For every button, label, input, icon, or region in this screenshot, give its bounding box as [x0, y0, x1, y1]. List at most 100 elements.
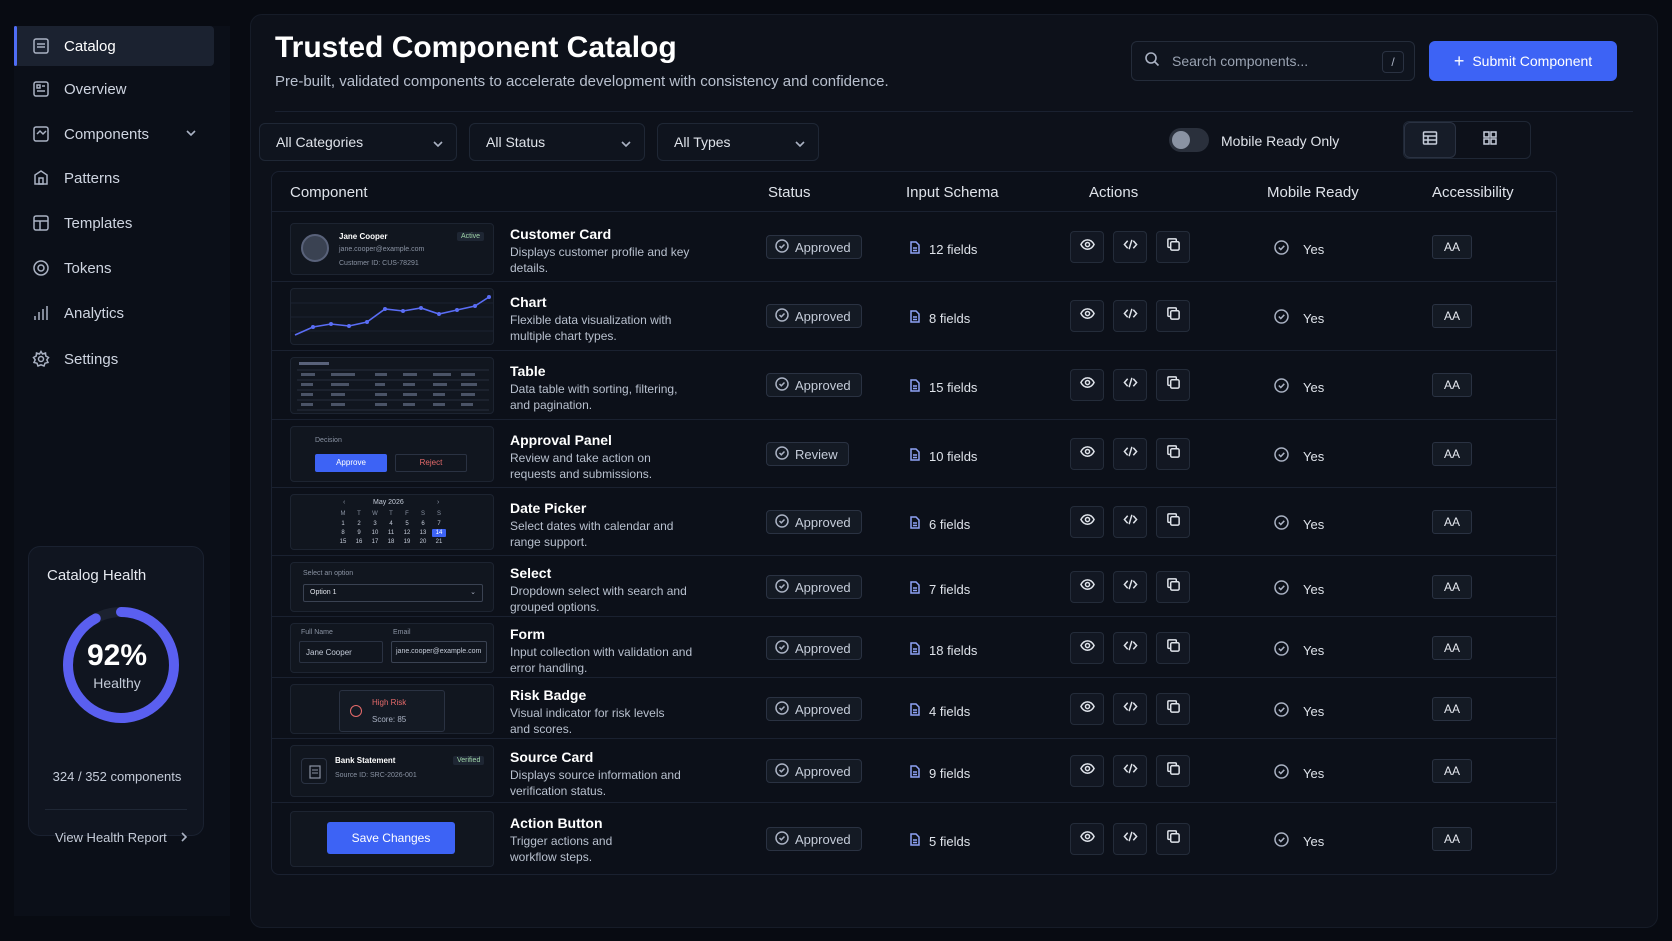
sidebar-item-templates[interactable]: Templates — [14, 203, 214, 243]
calendar-day[interactable]: 4 — [389, 521, 393, 527]
copy-button[interactable] — [1156, 300, 1190, 332]
sidebar-item-catalog[interactable]: Catalog — [14, 26, 214, 66]
calendar-day[interactable]: 7 — [437, 521, 441, 527]
category-select[interactable]: All Categories — [259, 123, 457, 161]
input-schema[interactable]: 10 fields — [908, 448, 977, 464]
table-row[interactable]: Full Name Jane Cooper Email jane.cooper@… — [272, 617, 1556, 678]
sidebar-item-patterns[interactable]: Patterns — [14, 158, 214, 198]
code-button[interactable] — [1113, 823, 1147, 855]
copy-button[interactable] — [1156, 438, 1190, 470]
sidebar-item-settings[interactable]: Settings — [14, 339, 214, 379]
preview-button[interactable] — [1070, 506, 1104, 538]
calendar-day[interactable]: 18 — [387, 539, 395, 545]
copy-button[interactable] — [1156, 369, 1190, 401]
input-schema[interactable]: 5 fields — [908, 833, 970, 849]
copy-button[interactable] — [1156, 632, 1190, 664]
sidebar-item-analytics[interactable]: Analytics — [14, 293, 214, 333]
component-name[interactable]: Source Card — [510, 749, 594, 765]
preview-button[interactable] — [1070, 571, 1104, 603]
code-button[interactable] — [1113, 369, 1147, 401]
component-name[interactable]: Form — [510, 626, 545, 642]
copy-button[interactable] — [1156, 571, 1190, 603]
table-row[interactable]: ‹ May 2026 › M T W T F S S 1 2 3 4 5 6 7 8 9 10 11 12 13 14 1… — [272, 488, 1556, 556]
table-row[interactable]: Table Data table with sorting, filtering… — [272, 351, 1556, 420]
code-button[interactable] — [1113, 231, 1147, 263]
component-name[interactable]: Risk Badge — [510, 687, 587, 703]
preview-button[interactable] — [1070, 300, 1104, 332]
search-input[interactable]: Search components... / — [1131, 41, 1415, 81]
component-name[interactable]: Select — [510, 565, 552, 581]
calendar-day[interactable]: 14 — [432, 529, 446, 537]
code-button[interactable] — [1113, 571, 1147, 603]
calendar-day[interactable]: 19 — [403, 539, 411, 545]
copy-button[interactable] — [1156, 693, 1190, 725]
table-row[interactable]: High Risk Score: 85 Risk Badge Visual in… — [272, 678, 1556, 739]
sidebar-item-overview[interactable]: Overview — [14, 69, 214, 109]
header-status[interactable]: Status — [768, 184, 811, 201]
copy-button[interactable] — [1156, 506, 1190, 538]
calendar-day[interactable]: 6 — [421, 521, 425, 527]
table-row[interactable]: Select an option Option 1 ⌄ Select Dropd… — [272, 556, 1556, 617]
table-row[interactable]: Save Changes Action Button Trigger actio… — [272, 803, 1556, 874]
view-health-report-link[interactable]: View Health Report — [55, 830, 189, 845]
status-select[interactable]: All Status — [469, 123, 645, 161]
preview-button[interactable] — [1070, 369, 1104, 401]
code-button[interactable] — [1113, 693, 1147, 725]
calendar-day[interactable]: 20 — [419, 539, 427, 545]
header-component[interactable]: Component — [290, 184, 368, 201]
input-schema[interactable]: 18 fields — [908, 642, 977, 658]
mobile-ready-toggle[interactable] — [1169, 128, 1209, 152]
calendar-day[interactable]: 5 — [405, 521, 409, 527]
input-schema[interactable]: 9 fields — [908, 765, 970, 781]
code-button[interactable] — [1113, 632, 1147, 664]
preview-button[interactable] — [1070, 823, 1104, 855]
code-button[interactable] — [1113, 506, 1147, 538]
header-input-schema[interactable]: Input Schema — [906, 184, 999, 201]
type-select[interactable]: All Types — [657, 123, 819, 161]
submit-component-button[interactable]: + Submit Component — [1429, 41, 1617, 81]
preview-button[interactable] — [1070, 693, 1104, 725]
copy-button[interactable] — [1156, 755, 1190, 787]
calendar-day[interactable]: 15 — [339, 539, 347, 545]
code-button[interactable] — [1113, 438, 1147, 470]
preview-button[interactable] — [1070, 755, 1104, 787]
code-button[interactable] — [1113, 755, 1147, 787]
table-view-button[interactable] — [1404, 122, 1456, 158]
input-schema[interactable]: 4 fields — [908, 703, 970, 719]
component-name[interactable]: Customer Card — [510, 226, 612, 242]
input-schema[interactable]: 15 fields — [908, 379, 977, 395]
preview-button[interactable] — [1070, 632, 1104, 664]
calendar-day[interactable]: 8 — [341, 530, 345, 536]
input-schema[interactable]: 12 fields — [908, 241, 977, 257]
code-button[interactable] — [1113, 300, 1147, 332]
component-name[interactable]: Chart — [510, 294, 547, 310]
header-accessibility[interactable]: Accessibility — [1432, 184, 1514, 201]
input-schema[interactable]: 7 fields — [908, 581, 970, 597]
table-row[interactable]: Chart Flexible data visualization with m… — [272, 282, 1556, 351]
calendar-day[interactable]: 17 — [371, 539, 379, 545]
header-mobile-ready[interactable]: Mobile Ready — [1267, 184, 1359, 201]
calendar-day[interactable]: 3 — [373, 521, 377, 527]
calendar-day[interactable]: 9 — [357, 530, 361, 536]
calendar-day[interactable]: 13 — [419, 530, 427, 536]
component-name[interactable]: Action Button — [510, 815, 603, 831]
copy-button[interactable] — [1156, 231, 1190, 263]
calendar-day[interactable]: 11 — [387, 530, 395, 536]
sidebar-item-components[interactable]: Components — [14, 114, 214, 154]
calendar-day[interactable]: 16 — [355, 539, 363, 545]
input-schema[interactable]: 6 fields — [908, 516, 970, 532]
preview-button[interactable] — [1070, 231, 1104, 263]
input-schema[interactable]: 8 fields — [908, 310, 970, 326]
grid-view-button[interactable] — [1464, 122, 1516, 158]
component-name[interactable]: Approval Panel — [510, 432, 612, 448]
copy-button[interactable] — [1156, 823, 1190, 855]
calendar-day[interactable]: 2 — [357, 521, 361, 527]
chevron-down-icon[interactable] — [184, 126, 198, 140]
calendar-day[interactable]: 1 — [341, 521, 345, 527]
table-row[interactable]: Decision Approve Reject Approval Panel R… — [272, 420, 1556, 488]
table-row[interactable]: Jane Cooper jane.cooper@example.com Cust… — [272, 212, 1556, 282]
component-name[interactable]: Date Picker — [510, 500, 587, 516]
preview-button[interactable] — [1070, 438, 1104, 470]
calendar-day[interactable]: 21 — [435, 539, 443, 545]
component-name[interactable]: Table — [510, 363, 546, 379]
